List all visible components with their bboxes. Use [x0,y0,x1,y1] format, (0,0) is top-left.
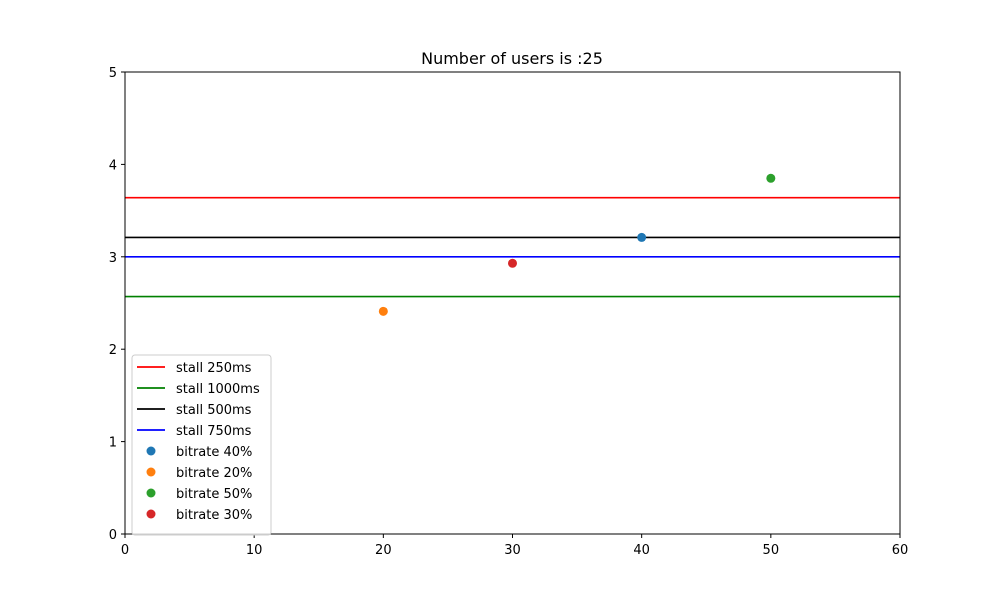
x-tick-label: 60 [892,543,909,558]
point-bitrate-20 [378,306,388,316]
chart-title: Number of users is :25 [421,49,603,68]
legend-marker-swatch [146,509,156,519]
y-tick-label: 5 [109,66,117,81]
legend-item: bitrate 30% [146,508,252,523]
y-tick-label: 4 [109,158,117,173]
x-tick-label: 20 [375,543,392,558]
legend-item: stall 1000ms [137,382,260,397]
legend-marker-swatch [146,488,156,498]
legend-item: bitrate 20% [146,466,252,481]
legend-label: stall 500ms [176,403,252,418]
legend-label: bitrate 30% [176,508,252,523]
point-bitrate-40 [637,232,647,242]
legend-label: bitrate 20% [176,466,252,481]
legend-label: stall 250ms [176,361,252,376]
legend-item: bitrate 40% [146,445,252,460]
point-bitrate-50 [766,173,776,183]
x-tick-label: 30 [504,543,521,558]
x-tick-label: 50 [763,543,780,558]
x-tick-label: 10 [246,543,263,558]
legend-marker-swatch [146,446,156,456]
y-tick-label: 1 [109,436,117,451]
legend-label: bitrate 50% [176,487,252,502]
legend-label: stall 750ms [176,424,252,439]
y-tick-label: 3 [109,251,117,266]
point-bitrate-30 [508,258,517,268]
legend: stall 250ms stall 1000ms stall 500ms stall … [131,354,272,536]
x-tick-label: 40 [633,543,650,558]
legend-item: bitrate 50% [146,487,252,502]
stall-lines [125,196,900,298]
legend-box [131,354,272,536]
x-axis: 0 10 20 30 40 50 60 [121,534,908,558]
legend-item: stall 250ms [137,361,252,376]
legend-item: stall 500ms [137,403,252,418]
legend-label: bitrate 40% [176,445,252,460]
legend-item: stall 750ms [137,424,252,439]
legend-label: stall 1000ms [176,382,260,397]
y-tick-label: 0 [109,528,117,543]
data-points [378,173,776,316]
x-tick-label: 0 [121,543,129,558]
legend-marker-swatch [146,467,156,477]
y-tick-label: 2 [109,343,117,358]
y-axis: 0 1 2 3 4 5 [109,66,125,543]
